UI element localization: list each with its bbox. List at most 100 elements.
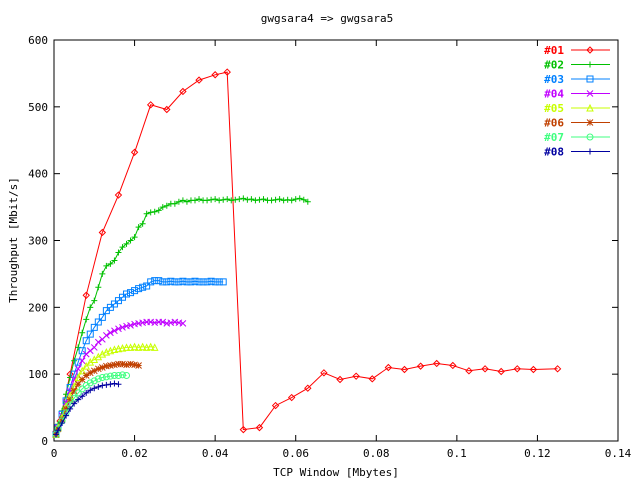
data-point (179, 277, 187, 285)
series-line (55, 71, 558, 435)
legend-marker (586, 133, 594, 141)
x-tick-label: 0.12 (524, 447, 551, 460)
data-point (98, 364, 106, 371)
data-point (107, 381, 114, 388)
data-point (336, 375, 344, 384)
data-point (195, 76, 203, 84)
data-point (147, 209, 154, 216)
data-point (103, 262, 110, 269)
x-tick-label: 0.04 (202, 447, 229, 460)
data-point (300, 196, 307, 203)
series-line (55, 280, 224, 435)
data-point (74, 389, 82, 397)
series-3 (52, 277, 227, 438)
data-point (400, 365, 409, 374)
series-1 (52, 68, 562, 439)
data-point (119, 324, 126, 331)
legend-marker (586, 119, 594, 126)
data-point (74, 358, 82, 366)
data-point (98, 228, 107, 237)
data-point (131, 234, 138, 241)
data-point (114, 344, 123, 353)
data-point (79, 393, 86, 400)
y-tick-label: 600 (28, 34, 48, 47)
data-point (91, 297, 98, 304)
data-point (115, 249, 122, 256)
data-point (107, 329, 114, 337)
data-point (115, 325, 122, 333)
legend-marker (586, 46, 594, 54)
data-point (53, 431, 60, 438)
y-tick-label: 200 (28, 301, 48, 314)
data-point (196, 196, 203, 203)
series-2 (53, 195, 311, 438)
data-point (287, 393, 296, 402)
legend-label: #01 (544, 44, 564, 57)
legend-entry-2: #02 (544, 59, 610, 72)
data-point (123, 240, 130, 247)
data-point (142, 343, 151, 351)
data-point (94, 338, 102, 346)
data-point (115, 381, 122, 388)
data-point (163, 105, 171, 114)
data-point (497, 367, 505, 376)
data-point (71, 400, 78, 407)
legend-entry-7: #07 (544, 131, 610, 144)
series-5 (52, 342, 159, 438)
data-point (87, 387, 94, 394)
data-point (91, 385, 98, 392)
data-point (119, 244, 126, 251)
y-tick-label: 300 (28, 235, 48, 248)
data-point (83, 316, 90, 323)
series-6 (52, 360, 142, 438)
data-point (248, 196, 255, 203)
data-point (107, 260, 114, 267)
data-point (63, 412, 70, 419)
data-point (481, 365, 489, 373)
legend-label: #02 (544, 59, 564, 72)
data-point (252, 197, 259, 204)
data-point (78, 357, 86, 365)
data-point (86, 330, 94, 338)
data-point (90, 344, 98, 351)
data-point (67, 405, 74, 412)
data-point (71, 357, 78, 364)
data-point (78, 366, 87, 375)
data-point (183, 198, 190, 205)
legend: #01 #02#03 #04#05 #06#07 #08 (544, 44, 610, 159)
data-point (79, 329, 86, 336)
data-point (224, 196, 231, 203)
legend-entry-1: #01 (544, 44, 610, 57)
data-point (95, 383, 102, 390)
data-point (179, 320, 187, 327)
data-point (159, 204, 166, 211)
series-line (55, 197, 309, 435)
legend-marker (586, 90, 594, 97)
data-point (212, 196, 219, 203)
data-point (135, 362, 142, 369)
data-point (228, 197, 235, 204)
data-point (111, 380, 118, 387)
data-point (368, 375, 376, 383)
data-point (465, 367, 473, 375)
data-point (167, 277, 175, 285)
data-point (118, 343, 127, 352)
data-point (94, 375, 102, 383)
data-point (111, 257, 118, 264)
data-point (86, 379, 94, 387)
data-point (111, 327, 118, 335)
data-point (83, 389, 90, 396)
data-point (75, 396, 82, 403)
plot-frame (53, 39, 619, 442)
data-point (155, 277, 163, 285)
data-point (304, 198, 311, 205)
series-8 (53, 380, 122, 438)
data-point (62, 405, 70, 413)
data-point (139, 220, 146, 227)
data-point (320, 369, 328, 377)
legend-label: #04 (544, 88, 564, 101)
data-point (244, 196, 251, 203)
legend-entry-3: #03 (544, 73, 610, 86)
data-point (119, 360, 126, 368)
